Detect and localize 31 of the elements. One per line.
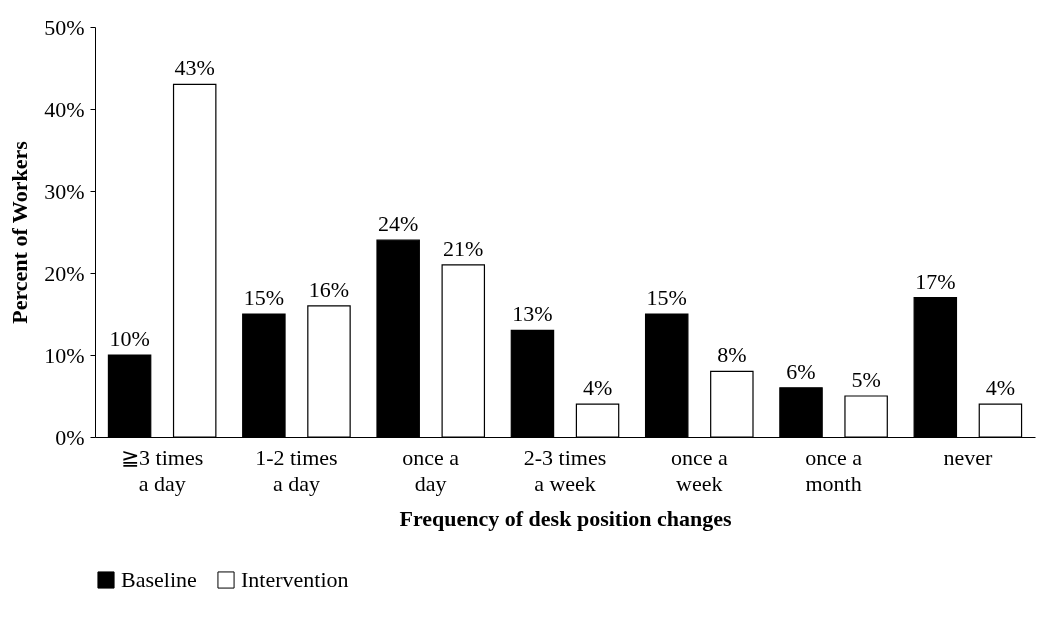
data-label: 13% — [512, 301, 553, 327]
y-tick-label: 20% — [44, 260, 85, 286]
legend-label: Baseline — [121, 567, 197, 592]
y-tick-label: 30% — [44, 178, 85, 204]
x-tick-label: once a day — [402, 444, 460, 496]
data-label: 15% — [243, 285, 285, 310]
x-tick-label: once a month — [805, 444, 863, 496]
x-tick-label: 1-2 times a day — [255, 444, 338, 496]
data-label: 24% — [378, 211, 419, 237]
data-label: 15% — [646, 285, 687, 310]
data-label: 8% — [717, 342, 747, 368]
x-tick-label: never — [943, 444, 993, 470]
data-label: 5% — [851, 367, 881, 392]
data-label: 4% — [985, 375, 1016, 401]
y-axis-title: Percent of Workers — [7, 140, 33, 324]
x-axis-title: Frequency of desk position changes — [399, 505, 732, 531]
data-label: 21% — [443, 235, 484, 261]
data-label: 6% — [786, 358, 816, 384]
y-tick-label: 10% — [44, 342, 85, 368]
x-tick-label: 2-3 times a week — [523, 444, 607, 496]
x-tick-label: once a week — [670, 444, 728, 496]
y-tick-label: 0% — [55, 424, 85, 450]
y-tick-label: 50% — [44, 14, 85, 40]
data-label: 10% — [109, 326, 150, 351]
y-tick-label: 40% — [44, 96, 85, 122]
legend-label: Intervention — [241, 567, 349, 592]
data-label: 4% — [582, 375, 613, 401]
data-label: 16% — [308, 276, 350, 302]
x-tick-label: ≧3 times a day — [121, 444, 204, 496]
data-label: 43% — [174, 55, 215, 81]
data-label: 17% — [915, 268, 956, 294]
